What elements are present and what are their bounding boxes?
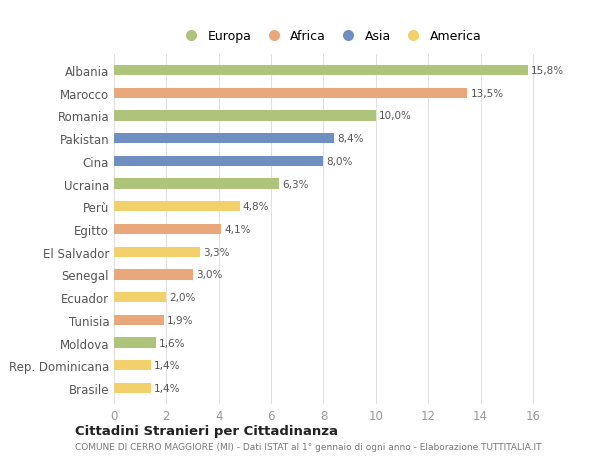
Bar bbox=[114, 292, 166, 302]
Bar bbox=[114, 270, 193, 280]
Bar bbox=[114, 338, 156, 348]
Text: 1,9%: 1,9% bbox=[167, 315, 193, 325]
Bar bbox=[114, 179, 279, 189]
Bar bbox=[114, 360, 151, 370]
Bar bbox=[114, 247, 200, 257]
Text: COMUNE DI CERRO MAGGIORE (MI) - Dati ISTAT al 1° gennaio di ogni anno - Elaboraz: COMUNE DI CERRO MAGGIORE (MI) - Dati IST… bbox=[75, 442, 542, 451]
Text: Cittadini Stranieri per Cittadinanza: Cittadini Stranieri per Cittadinanza bbox=[75, 424, 338, 437]
Text: 3,0%: 3,0% bbox=[196, 270, 222, 280]
Text: 1,4%: 1,4% bbox=[154, 383, 180, 393]
Text: 6,3%: 6,3% bbox=[282, 179, 308, 189]
Text: 8,4%: 8,4% bbox=[337, 134, 364, 144]
Bar bbox=[114, 89, 467, 99]
Text: 13,5%: 13,5% bbox=[470, 89, 504, 99]
Bar bbox=[114, 315, 164, 325]
Bar bbox=[114, 134, 334, 144]
Text: 10,0%: 10,0% bbox=[379, 111, 412, 121]
Text: 1,4%: 1,4% bbox=[154, 360, 180, 370]
Text: 4,8%: 4,8% bbox=[243, 202, 269, 212]
Bar bbox=[114, 224, 221, 235]
Text: 4,1%: 4,1% bbox=[224, 224, 251, 235]
Bar bbox=[114, 157, 323, 167]
Text: 2,0%: 2,0% bbox=[170, 292, 196, 302]
Bar bbox=[114, 383, 151, 393]
Legend: Europa, Africa, Asia, America: Europa, Africa, Asia, America bbox=[175, 27, 485, 47]
Bar bbox=[114, 202, 239, 212]
Text: 3,3%: 3,3% bbox=[203, 247, 230, 257]
Text: 8,0%: 8,0% bbox=[326, 157, 353, 167]
Bar bbox=[114, 111, 376, 121]
Text: 15,8%: 15,8% bbox=[531, 66, 564, 76]
Text: 1,6%: 1,6% bbox=[159, 338, 185, 348]
Bar bbox=[114, 66, 527, 76]
